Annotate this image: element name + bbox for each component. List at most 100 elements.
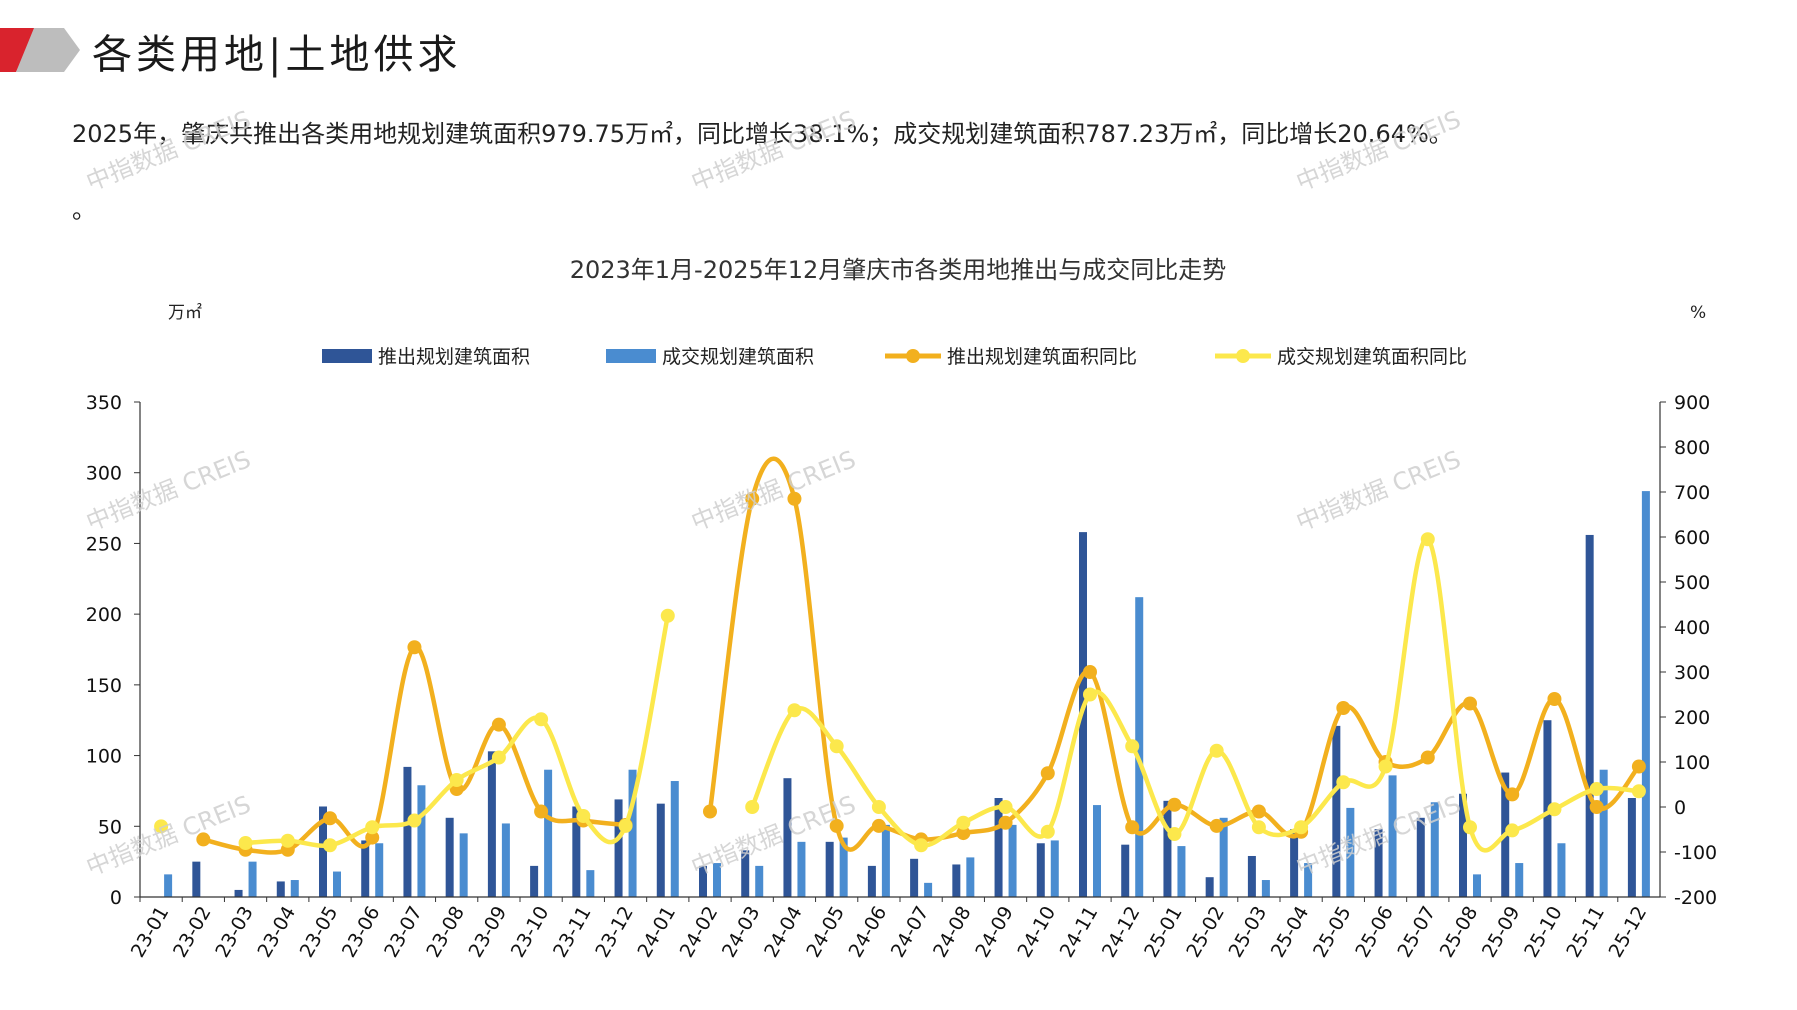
x-tick-label: 24-08 bbox=[929, 902, 976, 961]
deal-yoy-point bbox=[660, 608, 675, 623]
deal-bar bbox=[544, 769, 553, 897]
deal-bar bbox=[459, 833, 468, 897]
right-tick-label: 300 bbox=[1674, 662, 1710, 684]
right-tick-label: 100 bbox=[1674, 752, 1710, 774]
deal-bar bbox=[164, 874, 173, 897]
x-tick-label: 25-03 bbox=[1225, 903, 1272, 962]
supply-yoy-point bbox=[407, 640, 422, 655]
supply-yoy-point bbox=[1125, 820, 1140, 835]
deal-yoy-point bbox=[1505, 823, 1520, 838]
deal-bar bbox=[375, 843, 384, 897]
supply-yoy-line bbox=[707, 456, 1641, 852]
deal-bar bbox=[1473, 874, 1481, 897]
legend-label: 成交规划建筑面积 bbox=[662, 346, 814, 368]
supply-yoy-point bbox=[1251, 804, 1266, 819]
supply-bar bbox=[319, 806, 327, 897]
supply-bar bbox=[910, 858, 919, 897]
supply-yoy-point bbox=[787, 491, 802, 506]
supply-yoy-point bbox=[1631, 759, 1646, 774]
left-tick-label: 300 bbox=[86, 463, 122, 485]
supply-yoy-point bbox=[703, 804, 717, 819]
deal-yoy-point bbox=[449, 773, 464, 787]
x-tick-label: 25-02 bbox=[1182, 903, 1229, 962]
supply-yoy-point bbox=[1040, 766, 1055, 781]
x-tick-label: 23-01 bbox=[127, 903, 174, 962]
deal-yoy-point bbox=[280, 833, 295, 848]
supply-bar bbox=[403, 766, 412, 897]
deal-yoy-point bbox=[1083, 687, 1097, 702]
deal-yoy-point bbox=[871, 800, 886, 814]
deal-bar bbox=[924, 882, 933, 897]
legend-label: 成交规划建筑面积同比 bbox=[1277, 346, 1467, 368]
supply-bar bbox=[1247, 855, 1256, 897]
right-tick-label: 500 bbox=[1674, 572, 1710, 594]
supply-bar bbox=[234, 889, 243, 897]
deal-bar bbox=[501, 823, 510, 897]
supply-bar bbox=[1627, 798, 1636, 897]
legend-label: 推出规划建筑面积同比 bbox=[947, 346, 1137, 368]
supply-yoy-point bbox=[1505, 787, 1520, 802]
x-tick-label: 23-10 bbox=[507, 903, 554, 962]
deal-bar bbox=[1599, 769, 1608, 897]
right-axis-unit: % bbox=[1690, 303, 1706, 323]
deal-yoy-point bbox=[576, 809, 591, 823]
supply-bar bbox=[699, 865, 707, 897]
x-tick-label: 24-10 bbox=[1013, 903, 1060, 962]
left-axis-unit: 万㎡ bbox=[168, 303, 202, 323]
x-tick-label: 25-10 bbox=[1520, 903, 1567, 962]
x-tick-label: 23-08 bbox=[422, 903, 469, 962]
deal-bar bbox=[586, 870, 595, 897]
deal-bar bbox=[839, 837, 848, 897]
x-tick-label: 23-05 bbox=[296, 903, 343, 962]
supply-yoy-point bbox=[1336, 701, 1351, 715]
supply-bar bbox=[783, 778, 792, 897]
deal-bar bbox=[628, 769, 637, 897]
supply-yoy-point bbox=[956, 826, 971, 841]
legend-label: 推出规划建筑面积 bbox=[378, 346, 530, 368]
deal-yoy-point bbox=[1589, 782, 1604, 796]
deal-yoy-point bbox=[491, 750, 506, 765]
deal-bar bbox=[417, 785, 426, 897]
deal-yoy-point bbox=[365, 820, 380, 835]
left-tick-label: 200 bbox=[86, 604, 122, 626]
right-tick-label: 400 bbox=[1674, 617, 1710, 639]
supply-bar bbox=[192, 861, 201, 897]
supply-bar bbox=[1374, 829, 1383, 897]
x-tick-label: 25-11 bbox=[1562, 903, 1609, 962]
deal-yoy-point bbox=[914, 838, 929, 853]
supply-bar bbox=[825, 841, 834, 897]
page-title: 各类用地|土地供求 bbox=[92, 32, 462, 78]
deal-yoy-point bbox=[829, 739, 844, 754]
x-tick-label: 24-03 bbox=[718, 903, 765, 962]
legend-swatch bbox=[606, 349, 656, 363]
deal-yoy-point bbox=[238, 836, 253, 850]
right-tick-label: -100 bbox=[1674, 842, 1717, 864]
left-tick-label: 250 bbox=[86, 533, 122, 555]
deal-yoy-point bbox=[1463, 820, 1477, 835]
supply-bar bbox=[487, 751, 496, 897]
deal-bar bbox=[1430, 802, 1439, 897]
supply-bar bbox=[1459, 793, 1467, 897]
deal-bar bbox=[1346, 807, 1355, 897]
supply-bar bbox=[741, 850, 750, 897]
supply-yoy-point bbox=[1463, 696, 1477, 711]
supply-yoy-point bbox=[1083, 665, 1097, 679]
deal-bar bbox=[1050, 840, 1059, 897]
left-tick-label: 350 bbox=[86, 392, 122, 414]
left-tick-label: 0 bbox=[110, 887, 122, 909]
deal-yoy-point bbox=[407, 813, 422, 828]
supply-yoy-point bbox=[829, 818, 844, 833]
x-tick-label: 24-07 bbox=[887, 903, 934, 962]
x-tick-label: 25-09 bbox=[1478, 903, 1525, 962]
deal-yoy-point bbox=[1125, 739, 1140, 754]
deal-yoy-point bbox=[998, 800, 1013, 814]
x-tick-label: 24-11 bbox=[1056, 903, 1103, 962]
supply-bar bbox=[1290, 829, 1299, 897]
left-tick-label: 50 bbox=[98, 816, 122, 838]
deal-yoy-point bbox=[618, 818, 633, 833]
deal-yoy-point bbox=[323, 838, 337, 853]
deal-bar bbox=[670, 781, 679, 897]
right-tick-label: 600 bbox=[1674, 527, 1710, 549]
right-tick-label: 800 bbox=[1674, 437, 1710, 459]
